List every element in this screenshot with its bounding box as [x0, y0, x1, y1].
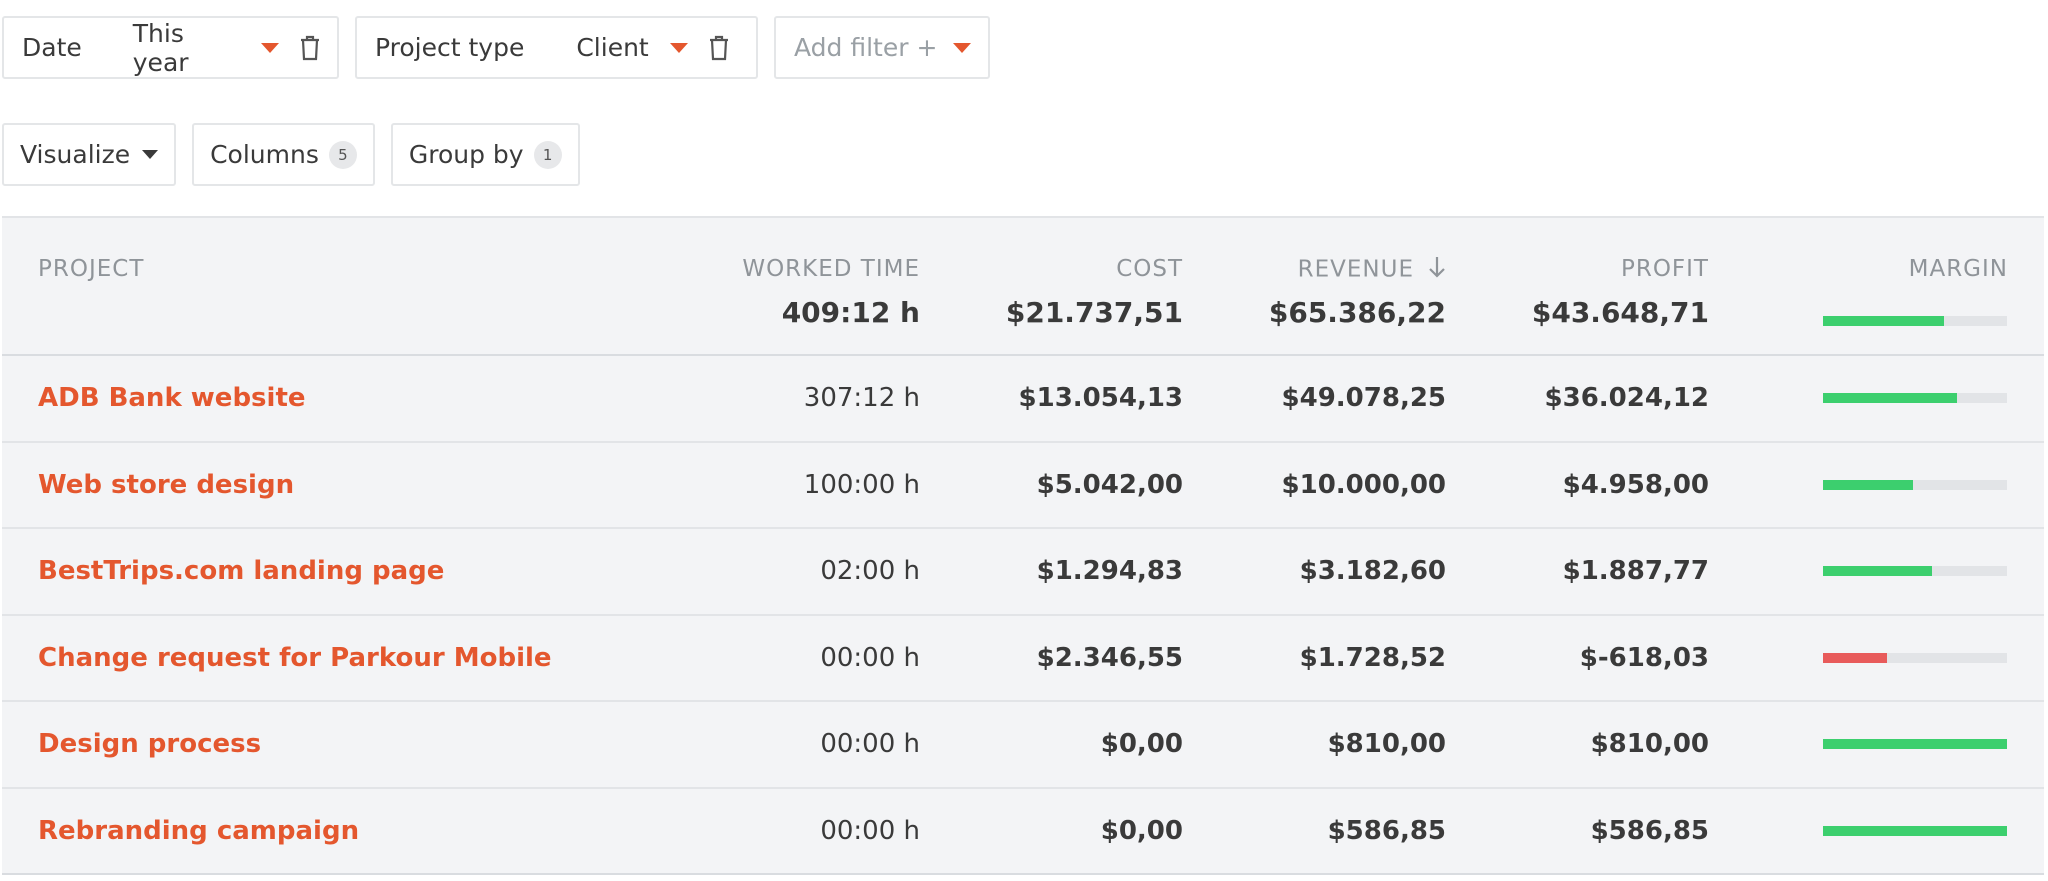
report-toolbar: Visualize Columns 5 Group by 1	[2, 123, 580, 186]
project-link[interactable]: ADB Bank website	[38, 383, 306, 414]
column-header-cost[interactable]: COST	[1116, 256, 1183, 282]
margin-bar-fill	[1823, 393, 1958, 404]
table-row[interactable]: BestTrips.com landing page 02:00 h $1.29…	[2, 529, 2044, 616]
revenue-cell: $586,85	[1327, 815, 1446, 846]
worked-time-cell: 307:12 h	[803, 383, 920, 414]
trash-icon[interactable]	[708, 35, 730, 61]
filter-bar: Date This year Project type Client Add f…	[2, 16, 990, 79]
add-filter-button[interactable]: Add filter +	[774, 16, 990, 79]
revenue-cell: $1.728,52	[1299, 642, 1446, 673]
revenue-cell: $810,00	[1327, 729, 1446, 760]
project-link[interactable]: Design process	[38, 729, 262, 760]
column-header-worked-time[interactable]: WORKED TIME	[742, 256, 920, 282]
arrow-down-icon	[1428, 256, 1446, 284]
chevron-down-icon[interactable]	[669, 42, 688, 53]
filter-date-label: Date	[22, 33, 82, 62]
group-by-button[interactable]: Group by 1	[390, 123, 580, 186]
cost-cell: $13.054,13	[1018, 383, 1183, 414]
total-margin-bar	[1823, 316, 2007, 326]
table-row[interactable]: Rebranding campaign 00:00 h $0,00 $586,8…	[2, 789, 2044, 875]
visualize-label: Visualize	[20, 140, 131, 169]
cost-cell: $0,00	[1100, 729, 1183, 760]
worked-time-cell: 00:00 h	[820, 815, 920, 846]
margin-bar	[1823, 393, 2007, 404]
margin-bar-fill	[1823, 739, 2007, 750]
margin-bar-fill	[1823, 652, 1888, 663]
table-header: PROJECT WORKED TIME COST REVENUE PROFIT …	[2, 218, 2044, 356]
columns-label: Columns	[210, 140, 319, 169]
projects-table: PROJECT WORKED TIME COST REVENUE PROFIT …	[2, 216, 2044, 875]
margin-bar-fill	[1823, 316, 1945, 326]
cost-cell: $0,00	[1100, 815, 1183, 846]
column-header-revenue[interactable]: REVENUE	[1298, 256, 1446, 284]
margin-bar	[1823, 825, 2007, 836]
profit-cell: $36.024,12	[1544, 383, 1709, 414]
column-header-project[interactable]: PROJECT	[38, 256, 145, 282]
margin-bar-fill	[1823, 825, 2007, 836]
filter-project-type[interactable]: Project type Client	[355, 16, 758, 79]
column-header-revenue-label: REVENUE	[1297, 256, 1414, 283]
project-link[interactable]: Change request for Parkour Mobile	[38, 642, 552, 673]
revenue-cell: $3.182,60	[1299, 556, 1446, 587]
worked-time-cell: 00:00 h	[820, 729, 920, 760]
column-header-profit[interactable]: PROFIT	[1620, 256, 1709, 282]
worked-time-cell: 00:00 h	[820, 642, 920, 673]
revenue-cell: $49.078,25	[1281, 383, 1446, 414]
table-row[interactable]: Web store design 100:00 h $5.042,00 $10.…	[2, 443, 2044, 529]
chevron-down-icon[interactable]	[953, 42, 972, 53]
margin-bar-fill	[1823, 566, 1932, 577]
margin-bar	[1823, 566, 2007, 577]
chevron-down-icon	[142, 150, 159, 159]
total-cost: $21.737,51	[1005, 296, 1183, 329]
filter-project-type-value[interactable]: Client	[576, 33, 649, 62]
profit-cell: $586,85	[1590, 815, 1709, 846]
group-by-label: Group by	[408, 140, 524, 169]
worked-time-cell: 02:00 h	[820, 556, 920, 587]
margin-bar	[1823, 479, 2007, 490]
margin-bar	[1823, 739, 2007, 750]
project-link[interactable]: BestTrips.com landing page	[38, 556, 445, 587]
total-worked-time: 409:12 h	[781, 296, 920, 329]
filter-project-type-label: Project type	[375, 33, 525, 62]
group-by-count-badge: 1	[533, 140, 562, 169]
visualize-button[interactable]: Visualize	[2, 123, 177, 186]
cost-cell: $5.042,00	[1036, 469, 1183, 500]
table-row[interactable]: ADB Bank website 307:12 h $13.054,13 $49…	[2, 356, 2044, 443]
cost-cell: $2.346,55	[1036, 642, 1183, 673]
margin-bar	[1823, 652, 2007, 663]
profit-cell: $1.887,77	[1562, 556, 1709, 587]
column-header-margin[interactable]: MARGIN	[1908, 256, 2008, 282]
chevron-down-icon[interactable]	[261, 42, 279, 53]
worked-time-cell: 100:00 h	[803, 469, 920, 500]
project-link[interactable]: Rebranding campaign	[38, 815, 360, 846]
profit-cell: $-618,03	[1579, 642, 1709, 673]
total-profit: $43.648,71	[1531, 296, 1709, 329]
columns-button[interactable]: Columns 5	[192, 123, 375, 186]
project-link[interactable]: Web store design	[38, 469, 295, 500]
add-filter-label: Add filter +	[794, 33, 938, 62]
filter-date[interactable]: Date This year	[2, 16, 339, 79]
total-revenue: $65.386,22	[1268, 296, 1446, 329]
filter-date-value[interactable]: This year	[132, 18, 189, 77]
profit-cell: $810,00	[1590, 729, 1709, 760]
revenue-cell: $10.000,00	[1281, 469, 1446, 500]
table-row[interactable]: Design process 00:00 h $0,00 $810,00 $81…	[2, 702, 2044, 789]
trash-icon[interactable]	[299, 35, 321, 61]
cost-cell: $1.294,83	[1036, 556, 1183, 587]
profit-cell: $4.958,00	[1562, 469, 1709, 500]
table-row[interactable]: Change request for Parkour Mobile 00:00 …	[2, 616, 2044, 702]
columns-count-badge: 5	[328, 140, 357, 169]
margin-bar-fill	[1823, 479, 1914, 490]
